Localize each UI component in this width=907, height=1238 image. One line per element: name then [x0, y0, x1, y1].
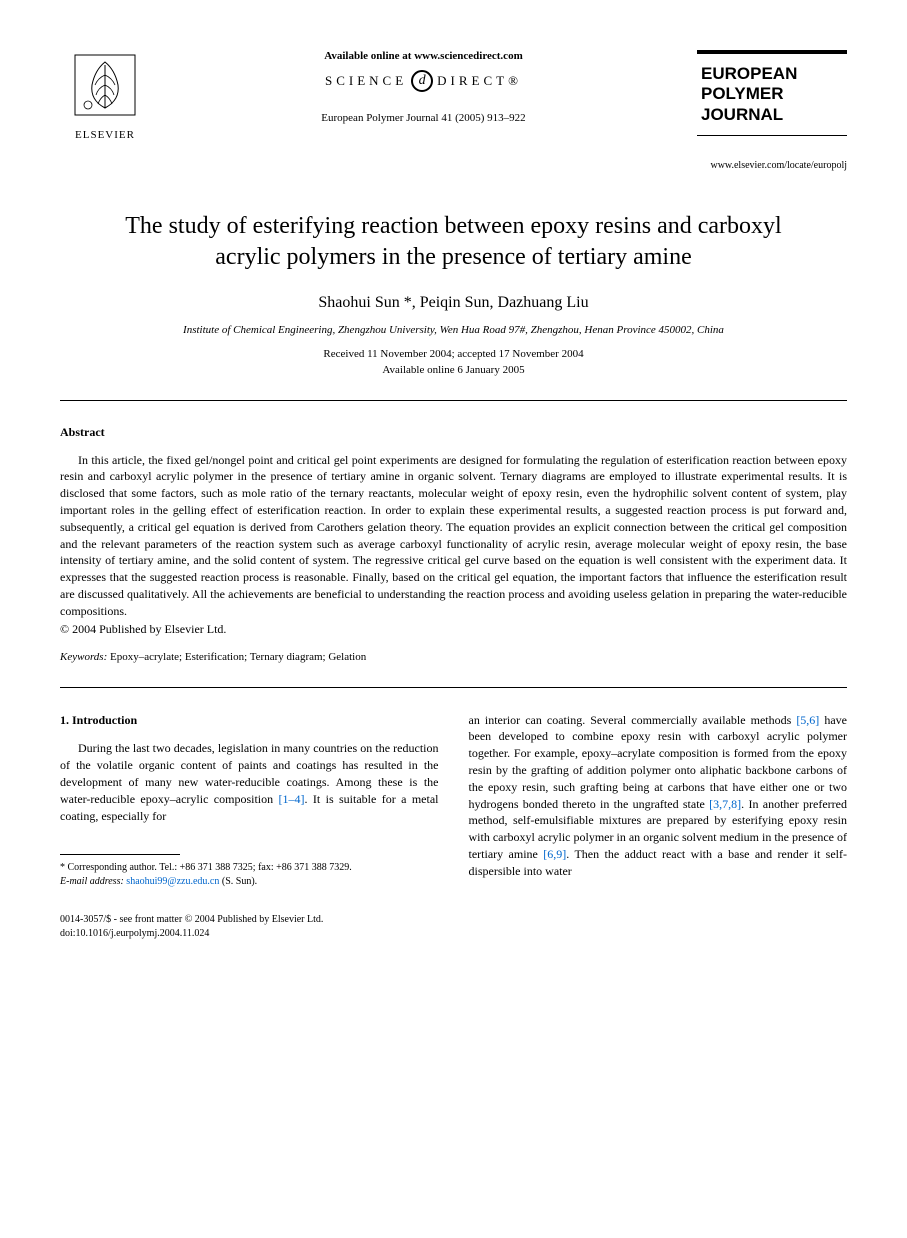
journal-name-line2: POLYMER [701, 84, 843, 104]
intro-heading: 1. Introduction [60, 712, 439, 729]
citation-link-2[interactable]: [5,6] [796, 713, 819, 727]
sciencedirect-right: DIRECT® [437, 73, 522, 89]
elsevier-label: ELSEVIER [60, 129, 150, 141]
available-online-text: Available online at www.sciencedirect.co… [170, 50, 677, 62]
journal-box: EUROPEAN POLYMER JOURNAL [697, 50, 847, 136]
online-date: Available online 6 January 2005 [60, 364, 847, 376]
journal-url: www.elsevier.com/locate/europolj [697, 160, 847, 171]
sciencedirect-d-icon: d [411, 70, 433, 92]
abstract-heading: Abstract [60, 425, 847, 440]
abstract-text: In this article, the fixed gel/nongel po… [60, 452, 847, 620]
intro-r-text1: an interior can coating. Several commerc… [469, 713, 797, 727]
center-header: Available online at www.sciencedirect.co… [150, 50, 697, 124]
citation-link-1[interactable]: [1–4] [279, 792, 305, 806]
citation-link-3[interactable]: [3,7,8] [709, 797, 741, 811]
journal-name-line3: JOURNAL [701, 105, 843, 125]
footnote-separator [60, 854, 180, 855]
email-link[interactable]: shaohui99@zzu.edu.cn [126, 876, 219, 887]
citation-link-4[interactable]: [6,9] [543, 847, 566, 861]
elsevier-tree-icon [70, 50, 140, 120]
affiliation: Institute of Chemical Engineering, Zheng… [60, 324, 847, 336]
journal-name-line1: EUROPEAN [701, 64, 843, 84]
footer-doi: doi:10.1016/j.eurpolymj.2004.11.024 [60, 927, 847, 941]
footer: 0014-3057/$ - see front matter © 2004 Pu… [60, 913, 847, 941]
article-title: The study of esterifying reaction betwee… [100, 211, 807, 273]
email-tail: (S. Sun). [219, 876, 257, 887]
header-row: ELSEVIER Available online at www.science… [60, 50, 847, 171]
intro-paragraph-left: During the last two decades, legislation… [60, 740, 439, 824]
authors: Shaohui Sun *, Peiqin Sun, Dazhuang Liu [60, 294, 847, 312]
journal-box-wrapper: EUROPEAN POLYMER JOURNAL www.elsevier.co… [697, 50, 847, 171]
corresponding-author-footnote: * Corresponding author. Tel.: +86 371 38… [60, 861, 439, 875]
left-column: 1. Introduction During the last two deca… [60, 712, 439, 890]
footer-line1: 0014-3057/$ - see front matter © 2004 Pu… [60, 913, 847, 927]
email-label: E-mail address: [60, 876, 124, 887]
intro-paragraph-right: an interior can coating. Several commerc… [469, 712, 848, 880]
right-column: an interior can coating. Several commerc… [469, 712, 848, 890]
sciencedirect-left: SCIENCE [325, 73, 407, 89]
two-column-body: 1. Introduction During the last two deca… [60, 712, 847, 890]
email-footnote: E-mail address: shaohui99@zzu.edu.cn (S.… [60, 875, 439, 889]
sciencedirect-logo: SCIENCE d DIRECT® [170, 70, 677, 92]
copyright: © 2004 Published by Elsevier Ltd. [60, 622, 847, 637]
keywords: Keywords: Epoxy–acrylate; Esterification… [60, 651, 847, 663]
divider-top [60, 400, 847, 401]
divider-bottom [60, 687, 847, 688]
received-date: Received 11 November 2004; accepted 17 N… [60, 348, 847, 360]
keywords-text: Epoxy–acrylate; Esterification; Ternary … [107, 651, 366, 663]
elsevier-logo-block: ELSEVIER [60, 50, 150, 141]
keywords-label: Keywords: [60, 651, 107, 663]
journal-reference: European Polymer Journal 41 (2005) 913–9… [170, 112, 677, 124]
